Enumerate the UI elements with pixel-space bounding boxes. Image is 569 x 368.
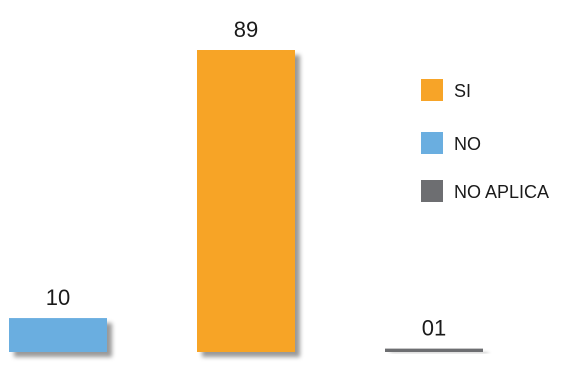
legend-label-no: NO (454, 134, 481, 154)
bar-no-aplica (385, 348, 483, 352)
legend: SI NO NO APLICA (421, 79, 549, 202)
legend-label-si: SI (454, 81, 471, 101)
legend-item-si: SI (421, 79, 471, 101)
legend-swatch-no-aplica (421, 180, 443, 202)
data-label-si: 89 (234, 17, 258, 42)
legend-item-no: NO (421, 132, 481, 154)
legend-swatch-no (421, 132, 443, 154)
bars-group (9, 50, 483, 352)
bar-no (9, 318, 107, 352)
legend-item-no-aplica: NO APLICA (421, 180, 549, 202)
data-label-no-aplica: 01 (422, 316, 446, 341)
data-labels-group: 10 89 01 (46, 17, 446, 341)
data-label-no: 10 (46, 285, 70, 310)
bar-si (197, 50, 295, 352)
legend-label-no-aplica: NO APLICA (454, 182, 549, 202)
legend-swatch-si (421, 79, 443, 101)
